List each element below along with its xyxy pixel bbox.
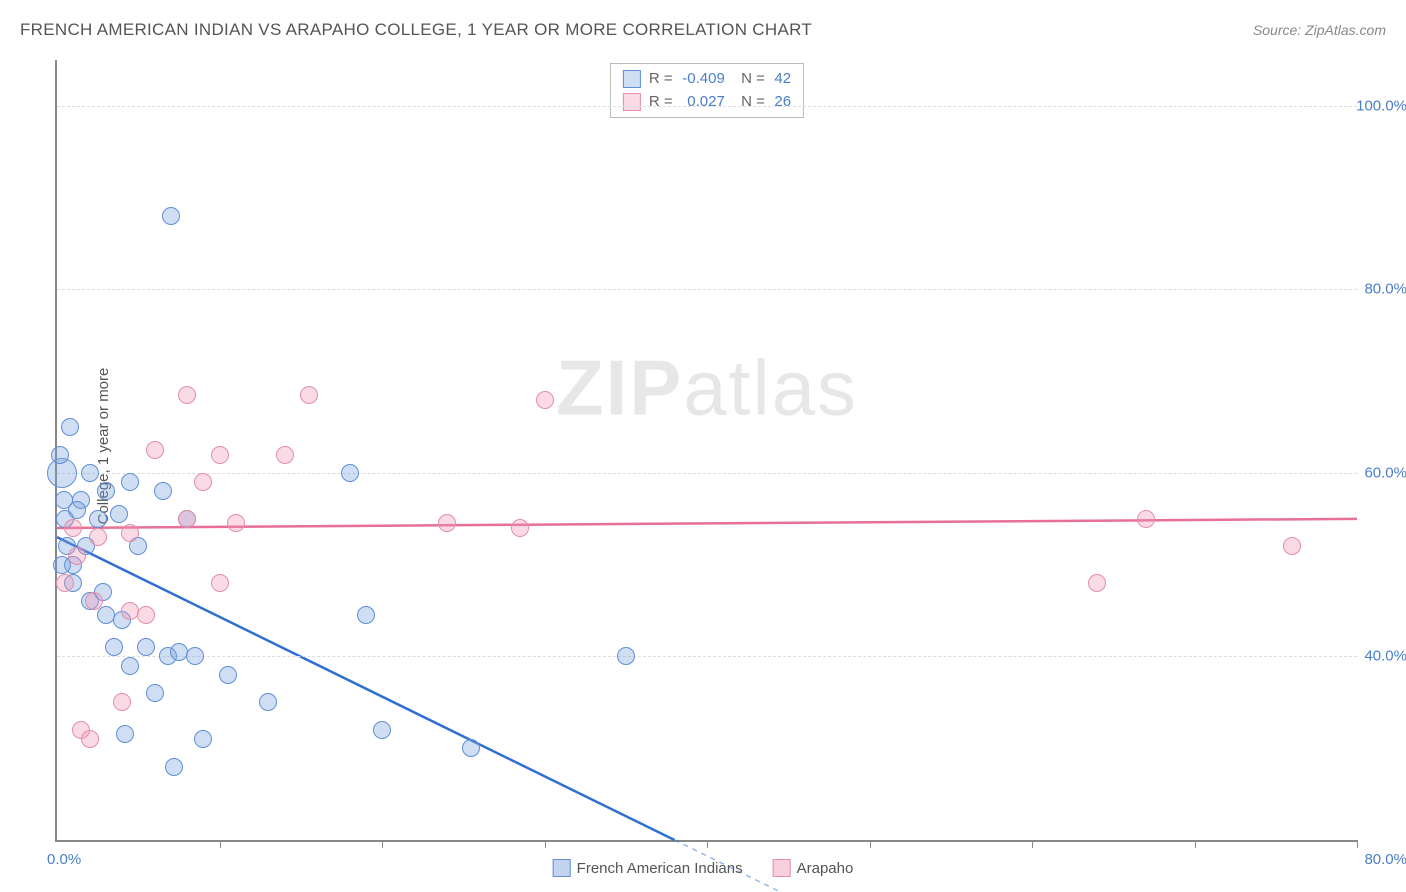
data-point (121, 657, 139, 675)
data-point (276, 446, 294, 464)
swatch-icon (773, 859, 791, 877)
x-tick (545, 840, 546, 848)
x-tick (1357, 840, 1358, 848)
data-point (81, 464, 99, 482)
data-point (511, 519, 529, 537)
data-point (85, 592, 103, 610)
data-point (97, 482, 115, 500)
legend-label: French American Indians (577, 860, 743, 877)
source-attribution: Source: ZipAtlas.com (1253, 22, 1386, 38)
x-tick (707, 840, 708, 848)
gridline (57, 106, 1357, 107)
data-point (68, 501, 86, 519)
data-point (121, 524, 139, 542)
data-point (61, 418, 79, 436)
trend-line (57, 519, 1357, 528)
y-tick-label: 40.0% (1364, 648, 1406, 665)
plot-area: ZIPatlas R = -0.409 N = 42R = 0.027 N = … (55, 60, 1357, 842)
gridline (57, 289, 1357, 290)
data-point (373, 721, 391, 739)
data-point (97, 606, 115, 624)
data-point (462, 739, 480, 757)
data-point (89, 528, 107, 546)
data-point (357, 606, 375, 624)
data-point (227, 514, 245, 532)
gridline (57, 473, 1357, 474)
data-point (105, 638, 123, 656)
data-point (68, 547, 86, 565)
data-point (64, 519, 82, 537)
data-point (211, 574, 229, 592)
y-tick-label: 60.0% (1364, 464, 1406, 481)
data-point (146, 441, 164, 459)
data-point (116, 725, 134, 743)
gridline (57, 656, 1357, 657)
data-point (617, 647, 635, 665)
data-point (178, 386, 196, 404)
trend-lines-layer (57, 60, 1357, 840)
x-tick (220, 840, 221, 848)
y-tick-label: 80.0% (1364, 281, 1406, 298)
data-point (121, 602, 139, 620)
legend-item: Arapaho (773, 859, 854, 877)
data-point (1088, 574, 1106, 592)
x-tick (870, 840, 871, 848)
data-point (1137, 510, 1155, 528)
data-point (1283, 537, 1301, 555)
y-tick-label: 100.0% (1356, 97, 1406, 114)
data-point (165, 758, 183, 776)
x-tick (382, 840, 383, 848)
data-point (113, 693, 131, 711)
data-point (146, 684, 164, 702)
data-point (162, 207, 180, 225)
data-point (178, 510, 196, 528)
x-tick (1032, 840, 1033, 848)
data-point (56, 574, 74, 592)
x-axis-max-label: 80.0% (1364, 851, 1406, 868)
data-point (186, 647, 204, 665)
data-point (121, 473, 139, 491)
data-point (438, 514, 456, 532)
legend-label: Arapaho (797, 860, 854, 877)
data-point (81, 730, 99, 748)
data-point (341, 464, 359, 482)
data-point (259, 693, 277, 711)
data-point (51, 446, 69, 464)
chart-title: FRENCH AMERICAN INDIAN VS ARAPAHO COLLEG… (20, 20, 812, 40)
legend-item: French American Indians (553, 859, 743, 877)
data-point (194, 730, 212, 748)
data-point (194, 473, 212, 491)
data-point (170, 643, 188, 661)
correlation-chart: FRENCH AMERICAN INDIAN VS ARAPAHO COLLEG… (0, 0, 1406, 892)
data-point (137, 606, 155, 624)
x-axis-min-label: 0.0% (47, 851, 81, 868)
data-point (219, 666, 237, 684)
bottom-legend: French American Indians Arapaho (553, 859, 854, 877)
data-point (211, 446, 229, 464)
data-point (137, 638, 155, 656)
data-point (300, 386, 318, 404)
swatch-icon (553, 859, 571, 877)
data-point (536, 391, 554, 409)
data-point (154, 482, 172, 500)
data-point (110, 505, 128, 523)
data-point (89, 510, 107, 528)
x-tick (1195, 840, 1196, 848)
